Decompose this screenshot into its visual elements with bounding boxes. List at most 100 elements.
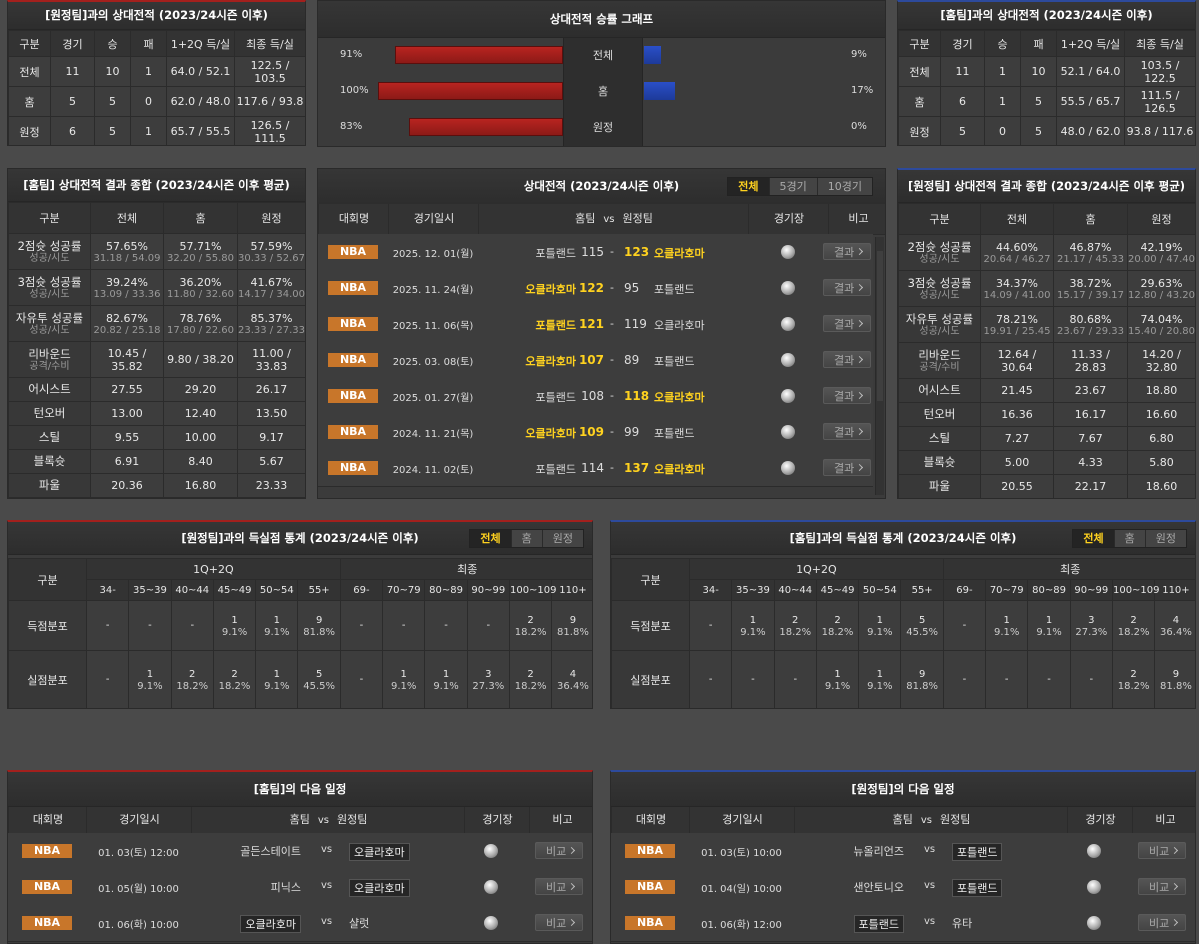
summary-cell: 18.80: [1127, 378, 1195, 403]
column-header: 비고: [848, 212, 869, 225]
group-header: 1Q+2Q: [689, 558, 944, 580]
score-cell: -: [339, 600, 384, 651]
column-header: 구분: [8, 202, 91, 234]
row-label-text: 2점슛 성공률: [17, 238, 82, 253]
row-label-text: 어시스트: [918, 383, 961, 397]
cell-count: -: [708, 620, 713, 631]
cell-count: 1: [442, 668, 450, 680]
compare-button[interactable]: 비교: [1138, 842, 1186, 859]
row-label: 2점슛 성공률 성공/시도: [8, 233, 91, 270]
result-button[interactable]: 결과: [823, 243, 871, 260]
score-cell: 9 81.8%: [900, 650, 944, 708]
panel-title: [홈팀] 상대전적 결과 종합 (2023/24시즌 이후 평균): [8, 169, 305, 202]
row-label-text: 자유투 성공률: [905, 311, 974, 326]
row-sublabel: 공격/수비: [919, 361, 960, 373]
schedule-row: NBA 01. 05(월) 10:00 피닉스 vs 오클라호마 비교: [8, 869, 592, 906]
record-cell: 1: [130, 116, 167, 145]
score-cell: 2 18.2%: [170, 650, 214, 708]
tab[interactable]: 원정: [1144, 530, 1186, 547]
header-row: 대회명 경기일시 홈팀 vs 원정팀 경기장 비고: [8, 807, 592, 834]
cell-share: 81.8%: [557, 626, 589, 638]
cell-main: 12.64 / 30.64: [997, 347, 1037, 374]
schedule-row: NBA 01. 06(화) 10:00 오클라호마 vs 샬럿 비교: [8, 905, 592, 942]
home-summary-panel: [홈팀] 상대전적 결과 종합 (2023/24시즌 이후 평균) 구분 전체 홈 원정…: [7, 168, 306, 499]
result-button[interactable]: 결과: [823, 459, 871, 476]
score-cell: -: [424, 600, 468, 651]
cell-share: 18.2%: [779, 626, 812, 638]
record-cell: 103.5 / 122.5: [1124, 56, 1195, 87]
result-button[interactable]: 결과: [823, 351, 871, 368]
row-label-text: 블록슛: [923, 455, 956, 469]
score-separator: -: [610, 389, 614, 402]
tab[interactable]: 원정: [541, 530, 583, 547]
record-cell: 5: [1020, 116, 1057, 145]
result-button[interactable]: 결과: [823, 423, 871, 440]
record-cell: 64.0 / 52.1: [166, 56, 235, 87]
row-label: 3점슛 성공률 성공/시도: [898, 270, 981, 307]
compare-button[interactable]: 비교: [1138, 878, 1186, 895]
header-row: 대회명 경기일시 홈팀 vs 원정팀 경기장 비고: [611, 807, 1195, 834]
summary-row: 3점슛 성공률 성공/시도 34.37% 14.09 / 41.00 38.72% 15.…: [898, 270, 1195, 307]
result-button[interactable]: 결과: [823, 315, 871, 332]
home-score: 115: [581, 245, 604, 259]
cell-main: 12.40: [184, 407, 217, 420]
score-cell: 4 36.4%: [551, 650, 592, 708]
cell-count: 2: [189, 668, 196, 680]
cell-count: 9: [918, 668, 926, 680]
result-button[interactable]: 결과: [823, 279, 871, 296]
cell-sub: 32.20 / 55.80: [167, 252, 234, 264]
cell-main: 11.33 / 28.83: [1071, 347, 1110, 374]
summary-cell: 10.45 / 35.82: [90, 341, 164, 378]
cell-count: 9: [1172, 668, 1180, 680]
range-header: 50~54: [255, 579, 299, 601]
cell-main: 23.33: [255, 479, 288, 492]
summary-cell: 10.00: [163, 425, 238, 450]
record-cell: 5: [94, 116, 131, 145]
compare-button[interactable]: 비교: [535, 842, 583, 859]
column-header: 대회명: [338, 212, 370, 225]
cell-main: 20.36: [111, 479, 143, 492]
compare-button[interactable]: 비교: [1138, 914, 1186, 931]
league-badge: NBA: [22, 916, 72, 930]
cell-share: 81.8%: [303, 626, 336, 638]
tab[interactable]: 홈: [1113, 530, 1145, 547]
panel-title: [홈팀]과의 상대전적 (2023/24시즌 이후): [898, 2, 1195, 30]
score-cell: -: [942, 600, 987, 651]
graph-row: 91% 전체 9%: [318, 38, 885, 75]
cell-count: 2: [231, 668, 238, 680]
score-table: 구분 1Q+2Q 최종 34- 35~39 40~44 45~49 50~54 55+ 69- 70…: [8, 558, 592, 708]
cell-count: 3: [1088, 614, 1095, 626]
tab[interactable]: 홈: [510, 530, 542, 547]
summary-cell: 5.00: [980, 450, 1054, 475]
cell-sub: 20.82 / 25.18: [93, 324, 161, 336]
summary-cell: 16.36: [980, 402, 1054, 427]
range-header: 80~89: [1027, 579, 1071, 601]
summary-row: 턴오버 16.36 16.17 16.60: [898, 402, 1195, 427]
cell-count: -: [1089, 674, 1094, 685]
tab[interactable]: 10경기: [816, 178, 872, 195]
result-button[interactable]: 결과: [823, 387, 871, 404]
tab[interactable]: 전체: [470, 530, 511, 547]
score-cell: 1 9.1%: [815, 650, 860, 708]
cell-main: 18.80: [1145, 384, 1178, 397]
row-label: 파울: [898, 474, 981, 498]
home-team: 포틀랜드: [535, 391, 576, 404]
tab[interactable]: 5경기: [768, 178, 817, 195]
header-cell: 대회명: [611, 807, 690, 833]
tab[interactable]: 전체: [1073, 530, 1114, 547]
corner-header: 구분: [611, 558, 690, 601]
home-rate-bar: [409, 118, 563, 136]
home-team: 골든스테이트: [240, 845, 301, 858]
record-cell: 117.6 / 93.8: [234, 86, 305, 117]
compare-button[interactable]: 비교: [535, 878, 583, 895]
record-cell: 93.8 / 117.6: [1124, 116, 1195, 145]
range-row: 34- 35~39 40~44 45~49 50~54 55+ 69- 70~79 80~89 9…: [9, 579, 592, 601]
cell-count: 2: [1130, 614, 1137, 626]
column-header: 1+2Q 득/실: [1056, 30, 1125, 57]
tab[interactable]: 전체: [728, 178, 769, 195]
record-row: 전체 11 1 10 52.1 / 64.0 103.5 / 122.5: [898, 56, 1195, 87]
compare-button[interactable]: 비교: [535, 914, 583, 931]
match-date: 2024. 11. 21(목): [392, 429, 474, 440]
score-cell: 4 36.4%: [1154, 600, 1195, 651]
row-sublabel: 성공/시도: [29, 324, 70, 336]
